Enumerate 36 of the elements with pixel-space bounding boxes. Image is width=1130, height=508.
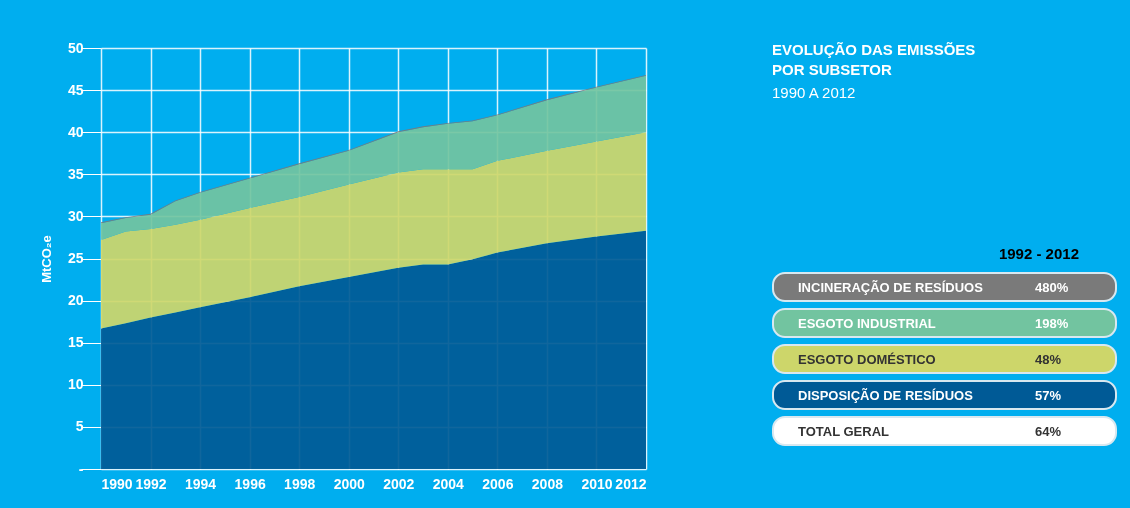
x-tick-label: 1994 [185,475,217,492]
legend-title: 1992 - 2012 [997,245,1079,262]
text: TOTAL GERAL [797,423,890,439]
text: ESGOTO INDUSTRIAL [797,315,937,331]
y-tick-label: 25 [67,250,84,266]
x-tick-label: 1990 [101,475,133,492]
x-tick-label: 2008 [531,475,564,492]
text: 480% [1035,279,1070,295]
y-tick-label: 20 [67,292,84,309]
text: ESGOTO DOMÉSTICO [797,351,937,367]
text: INCINERAÇÃO DE RESÍDUOS [797,279,984,295]
x-tick-label: 1992 [135,475,167,492]
y-tick-label: 10 [67,376,84,393]
x-tick-label: 2002 [383,475,415,492]
text: 57% [1035,387,1063,403]
text: DISPOSIÇÃO DE RESÍDUOS [797,387,974,403]
text: 198% [1035,315,1070,331]
text: 48% [1035,351,1063,367]
y-axis-title: MtCO₂e [38,235,54,283]
y-tick-label: 15 [67,334,84,351]
x-tick-label: 1996 [234,475,266,492]
y-tick-label: 5 [75,418,84,435]
x-tick-label: 2010 [581,475,613,492]
text: 64% [1035,423,1063,439]
y-tick-label: 50 [67,39,84,56]
x-tick-label: 2006 [482,475,514,492]
y-tick-label: 40 [67,123,84,140]
y-tick-label: 30 [67,207,84,224]
x-tick-label: 2004 [432,475,465,492]
x-tick-label: 1998 [284,475,316,492]
y-tick-label: 35 [67,165,84,182]
y-tick-label: 45 [67,81,84,98]
x-tick-label: 2012 [615,475,647,492]
text: 1990 A 2012 [772,84,857,101]
text: EVOLUÇÃO DAS EMISSÕES POR SUBSETOR [772,40,977,80]
x-tick-label: 2000 [333,475,366,492]
